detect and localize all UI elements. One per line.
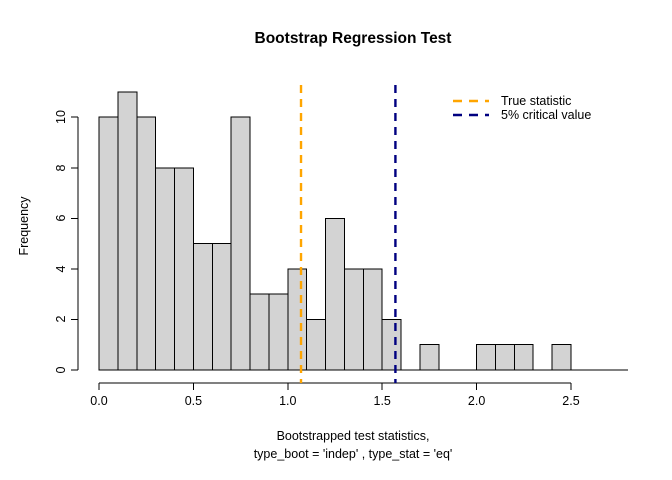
legend-dashed-line-sample <box>453 99 489 103</box>
x-axis-label-line1: Bootstrapped test statistics, <box>276 429 430 443</box>
histogram-bar <box>494 344 515 371</box>
legend-item: True statistic <box>453 94 591 108</box>
histogram-bar <box>306 318 327 371</box>
legend-label: 5% critical value <box>501 108 592 122</box>
histogram-bar <box>98 116 119 371</box>
histogram-bar <box>268 293 289 371</box>
y-tick-label: 6 <box>54 214 68 222</box>
histogram-bar <box>136 116 157 371</box>
y-axis-label: Frequency <box>17 196 31 256</box>
legend-label: True statistic <box>501 94 572 108</box>
x-tick-label: 1.0 <box>279 394 297 408</box>
histogram-bar <box>362 268 383 371</box>
histogram-bar <box>325 217 345 371</box>
histogram-bar <box>343 268 364 371</box>
histogram-bar <box>155 167 176 371</box>
y-tick-label: 4 <box>54 265 68 273</box>
histogram-bar <box>419 344 440 371</box>
legend-dashed-line-sample <box>453 113 489 117</box>
y-tick-label: 8 <box>54 164 68 172</box>
x-tick-label: 2.0 <box>467 394 486 408</box>
histogram-bar <box>192 243 213 371</box>
histogram-bar <box>174 167 194 371</box>
legend: True statistic 5% critical value <box>453 94 591 122</box>
y-tick-label: 10 <box>54 110 68 125</box>
legend-item: 5% critical value <box>453 108 591 122</box>
histogram-bar <box>476 344 496 371</box>
x-tick-label: 0.0 <box>90 394 108 408</box>
x-tick-label: 2.5 <box>562 394 580 408</box>
histogram-bar <box>230 116 251 371</box>
y-tick-label: 2 <box>54 315 68 323</box>
histogram-bar <box>287 268 308 371</box>
histogram-bar <box>551 344 572 371</box>
x-tick-label: 1.5 <box>373 394 391 408</box>
x-axis-label-line2: type_boot = 'indep' , type_stat = 'eq' <box>253 447 453 461</box>
histogram-bar <box>117 91 138 371</box>
histogram-bar <box>249 293 270 371</box>
chart-title: Bootstrap Regression Test <box>254 30 452 47</box>
histogram-bar <box>513 344 534 371</box>
histogram-bar <box>381 318 402 371</box>
histogram-bar <box>211 243 232 371</box>
x-tick-label: 0.5 <box>184 394 203 408</box>
y-tick-label: 0 <box>54 366 68 374</box>
